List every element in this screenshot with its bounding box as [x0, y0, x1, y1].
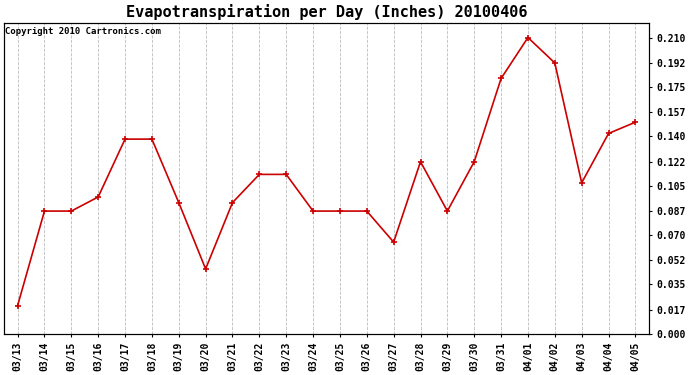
Text: Copyright 2010 Cartronics.com: Copyright 2010 Cartronics.com: [6, 27, 161, 36]
Title: Evapotranspiration per Day (Inches) 20100406: Evapotranspiration per Day (Inches) 2010…: [126, 4, 527, 20]
